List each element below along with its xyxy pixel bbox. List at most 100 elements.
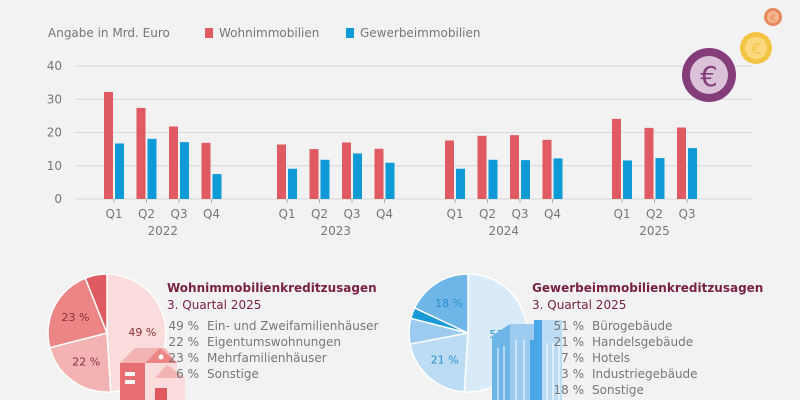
bar-wohnimmobilien bbox=[136, 107, 146, 199]
x-tick-label: Q1 bbox=[446, 207, 463, 221]
coins-illustration: € € € bbox=[682, 8, 782, 102]
legend-label: Eigentumswohnungen bbox=[207, 335, 341, 349]
legend-row: 21 % Handelsgebäude bbox=[552, 334, 763, 350]
bar-gewerbeimmobilien bbox=[553, 158, 563, 199]
legend-row: 6 % Sonstige bbox=[167, 366, 378, 382]
pie-subtitle: 3. Quartal 2025 bbox=[532, 298, 627, 312]
legend-label: Bürogebäude bbox=[592, 319, 673, 333]
bar-gewerbeimmobilien bbox=[320, 159, 330, 199]
x-tick-label: Q4 bbox=[376, 207, 393, 221]
legend-item-gewerbeimmobilien: Gewerbeimmobilien bbox=[346, 26, 480, 40]
pie-legend-gewerbe: Gewerbeimmobilienkreditzusagen 3. Quarta… bbox=[532, 281, 763, 398]
bar-wohnimmobilien bbox=[510, 135, 519, 199]
pie-slice-label: 22 % bbox=[72, 356, 100, 369]
bar-gewerbeimmobilien bbox=[488, 159, 498, 199]
year-label: 2024 bbox=[488, 224, 519, 238]
legend-row: 23 % Mehrfamilienhäuser bbox=[167, 350, 378, 366]
legend-pct: 6 % bbox=[176, 367, 199, 381]
x-tick-label: Q1 bbox=[613, 207, 630, 221]
pie-slice-label: 23 % bbox=[61, 311, 89, 324]
legend-pct: 21 % bbox=[553, 335, 585, 349]
legend-label: Industriegebäude bbox=[592, 367, 698, 381]
bar-gewerbeimmobilien bbox=[115, 143, 124, 199]
year-label: 2025 bbox=[639, 224, 670, 238]
x-tick-label: Q3 bbox=[170, 207, 187, 221]
x-tick-label: Q4 bbox=[203, 207, 220, 221]
bar-wohnimmobilien bbox=[201, 142, 211, 199]
pie-subtitle: 3. Quartal 2025 bbox=[167, 298, 262, 312]
bar-wohnimmobilien bbox=[542, 139, 552, 199]
bar-wohnimmobilien bbox=[104, 91, 113, 199]
bar-gewerbeimmobilien bbox=[147, 138, 157, 199]
legend-pct: 7 % bbox=[561, 351, 584, 365]
bar-wohnimmobilien bbox=[374, 148, 384, 199]
svg-text:€: € bbox=[700, 60, 718, 93]
pie-slice-label: 49 % bbox=[128, 326, 156, 339]
bar-gewerbeimmobilien bbox=[180, 142, 189, 199]
legend-row: 22 % Eigentumswohnungen bbox=[167, 334, 378, 350]
y-axis-unit-label: Angabe in Mrd. Euro bbox=[48, 26, 170, 40]
houses-illustration bbox=[120, 348, 185, 400]
pie-slice-label: 18 % bbox=[435, 297, 463, 310]
legend-pct: 22 % bbox=[168, 335, 200, 349]
bar-gewerbeimmobilien bbox=[688, 148, 697, 199]
svg-text:€: € bbox=[751, 40, 761, 58]
legend-pct: 3 % bbox=[561, 367, 584, 381]
bar-wohnimmobilien bbox=[169, 126, 178, 199]
bar-wohnimmobilien bbox=[644, 127, 654, 199]
svg-text:€: € bbox=[770, 14, 776, 24]
bar-gewerbeimmobilien bbox=[456, 168, 465, 199]
legend-label: Ein- und Zweifamilienhäuser bbox=[207, 319, 379, 333]
legend-label: Hotels bbox=[592, 351, 631, 365]
bar-gewerbeimmobilien bbox=[521, 160, 530, 199]
x-tick-label: Q2 bbox=[138, 207, 155, 221]
y-tick-label: 0 bbox=[54, 192, 62, 206]
legend-label: Sonstige bbox=[207, 367, 259, 381]
bar-wohnimmobilien bbox=[477, 135, 487, 199]
bar-gewerbeimmobilien bbox=[353, 153, 362, 199]
pie-title: Wohnimmobilienkreditzusagen bbox=[167, 281, 377, 295]
bar-wohnimmobilien bbox=[342, 142, 351, 199]
bar-wohnimmobilien bbox=[277, 144, 286, 199]
y-tick-label: 20 bbox=[47, 126, 62, 140]
office-buildings-illustration bbox=[492, 320, 562, 400]
legend-row: 3 % Industriegebäude bbox=[552, 366, 763, 382]
bar-gewerbeimmobilien bbox=[655, 158, 665, 199]
year-label: 2022 bbox=[147, 224, 178, 238]
bar-gewerbeimmobilien bbox=[385, 162, 395, 199]
x-tick-label: Q3 bbox=[343, 207, 360, 221]
pie-slice bbox=[409, 332, 469, 393]
x-tick-label: Q2 bbox=[646, 207, 663, 221]
pie-legend-wohn: Wohnimmobilienkreditzusagen 3. Quartal 2… bbox=[167, 281, 378, 382]
legend-label: Handelsgebäude bbox=[592, 335, 694, 349]
legend-row: 51 % Bürogebäude bbox=[552, 318, 763, 334]
pie-slice-label: 21 % bbox=[431, 354, 459, 367]
legend-pct: 23 % bbox=[168, 351, 200, 365]
x-tick-label: Q2 bbox=[311, 207, 328, 221]
bar-wohnimmobilien bbox=[309, 149, 319, 199]
legend-row: 7 % Hotels bbox=[552, 350, 763, 366]
legend-label: Mehrfamilienhäuser bbox=[207, 351, 327, 365]
pie-slice bbox=[47, 277, 109, 349]
bar-gewerbeimmobilien bbox=[623, 160, 632, 199]
y-tick-label: 10 bbox=[47, 159, 62, 173]
legend-label: Wohnimmobilien bbox=[219, 26, 320, 40]
pie-title: Gewerbeimmobilienkreditzusagen bbox=[532, 281, 764, 295]
x-tick-label: Q2 bbox=[479, 207, 496, 221]
bar-gewerbeimmobilien bbox=[212, 174, 222, 199]
legend-pct: 51 % bbox=[553, 319, 585, 333]
bar-gewerbeimmobilien bbox=[288, 168, 297, 199]
legend-swatch-gewerbe bbox=[346, 28, 354, 38]
x-tick-label: Q4 bbox=[544, 207, 561, 221]
legend-pct: 18 % bbox=[553, 383, 585, 397]
bar-wohnimmobilien bbox=[445, 140, 454, 199]
bar-wohnimmobilien bbox=[612, 118, 621, 199]
x-tick-label: Q3 bbox=[511, 207, 528, 221]
legend-row: 49 % Ein- und Zweifamilienhäuser bbox=[167, 318, 379, 334]
y-tick-label: 30 bbox=[47, 92, 62, 106]
x-tick-label: Q3 bbox=[678, 207, 695, 221]
x-tick-label: Q1 bbox=[278, 207, 295, 221]
pie-slice bbox=[84, 273, 108, 334]
legend-label: Sonstige bbox=[592, 383, 644, 397]
pie-slice bbox=[413, 273, 469, 335]
